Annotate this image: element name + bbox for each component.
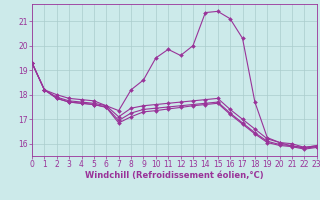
- X-axis label: Windchill (Refroidissement éolien,°C): Windchill (Refroidissement éolien,°C): [85, 171, 264, 180]
